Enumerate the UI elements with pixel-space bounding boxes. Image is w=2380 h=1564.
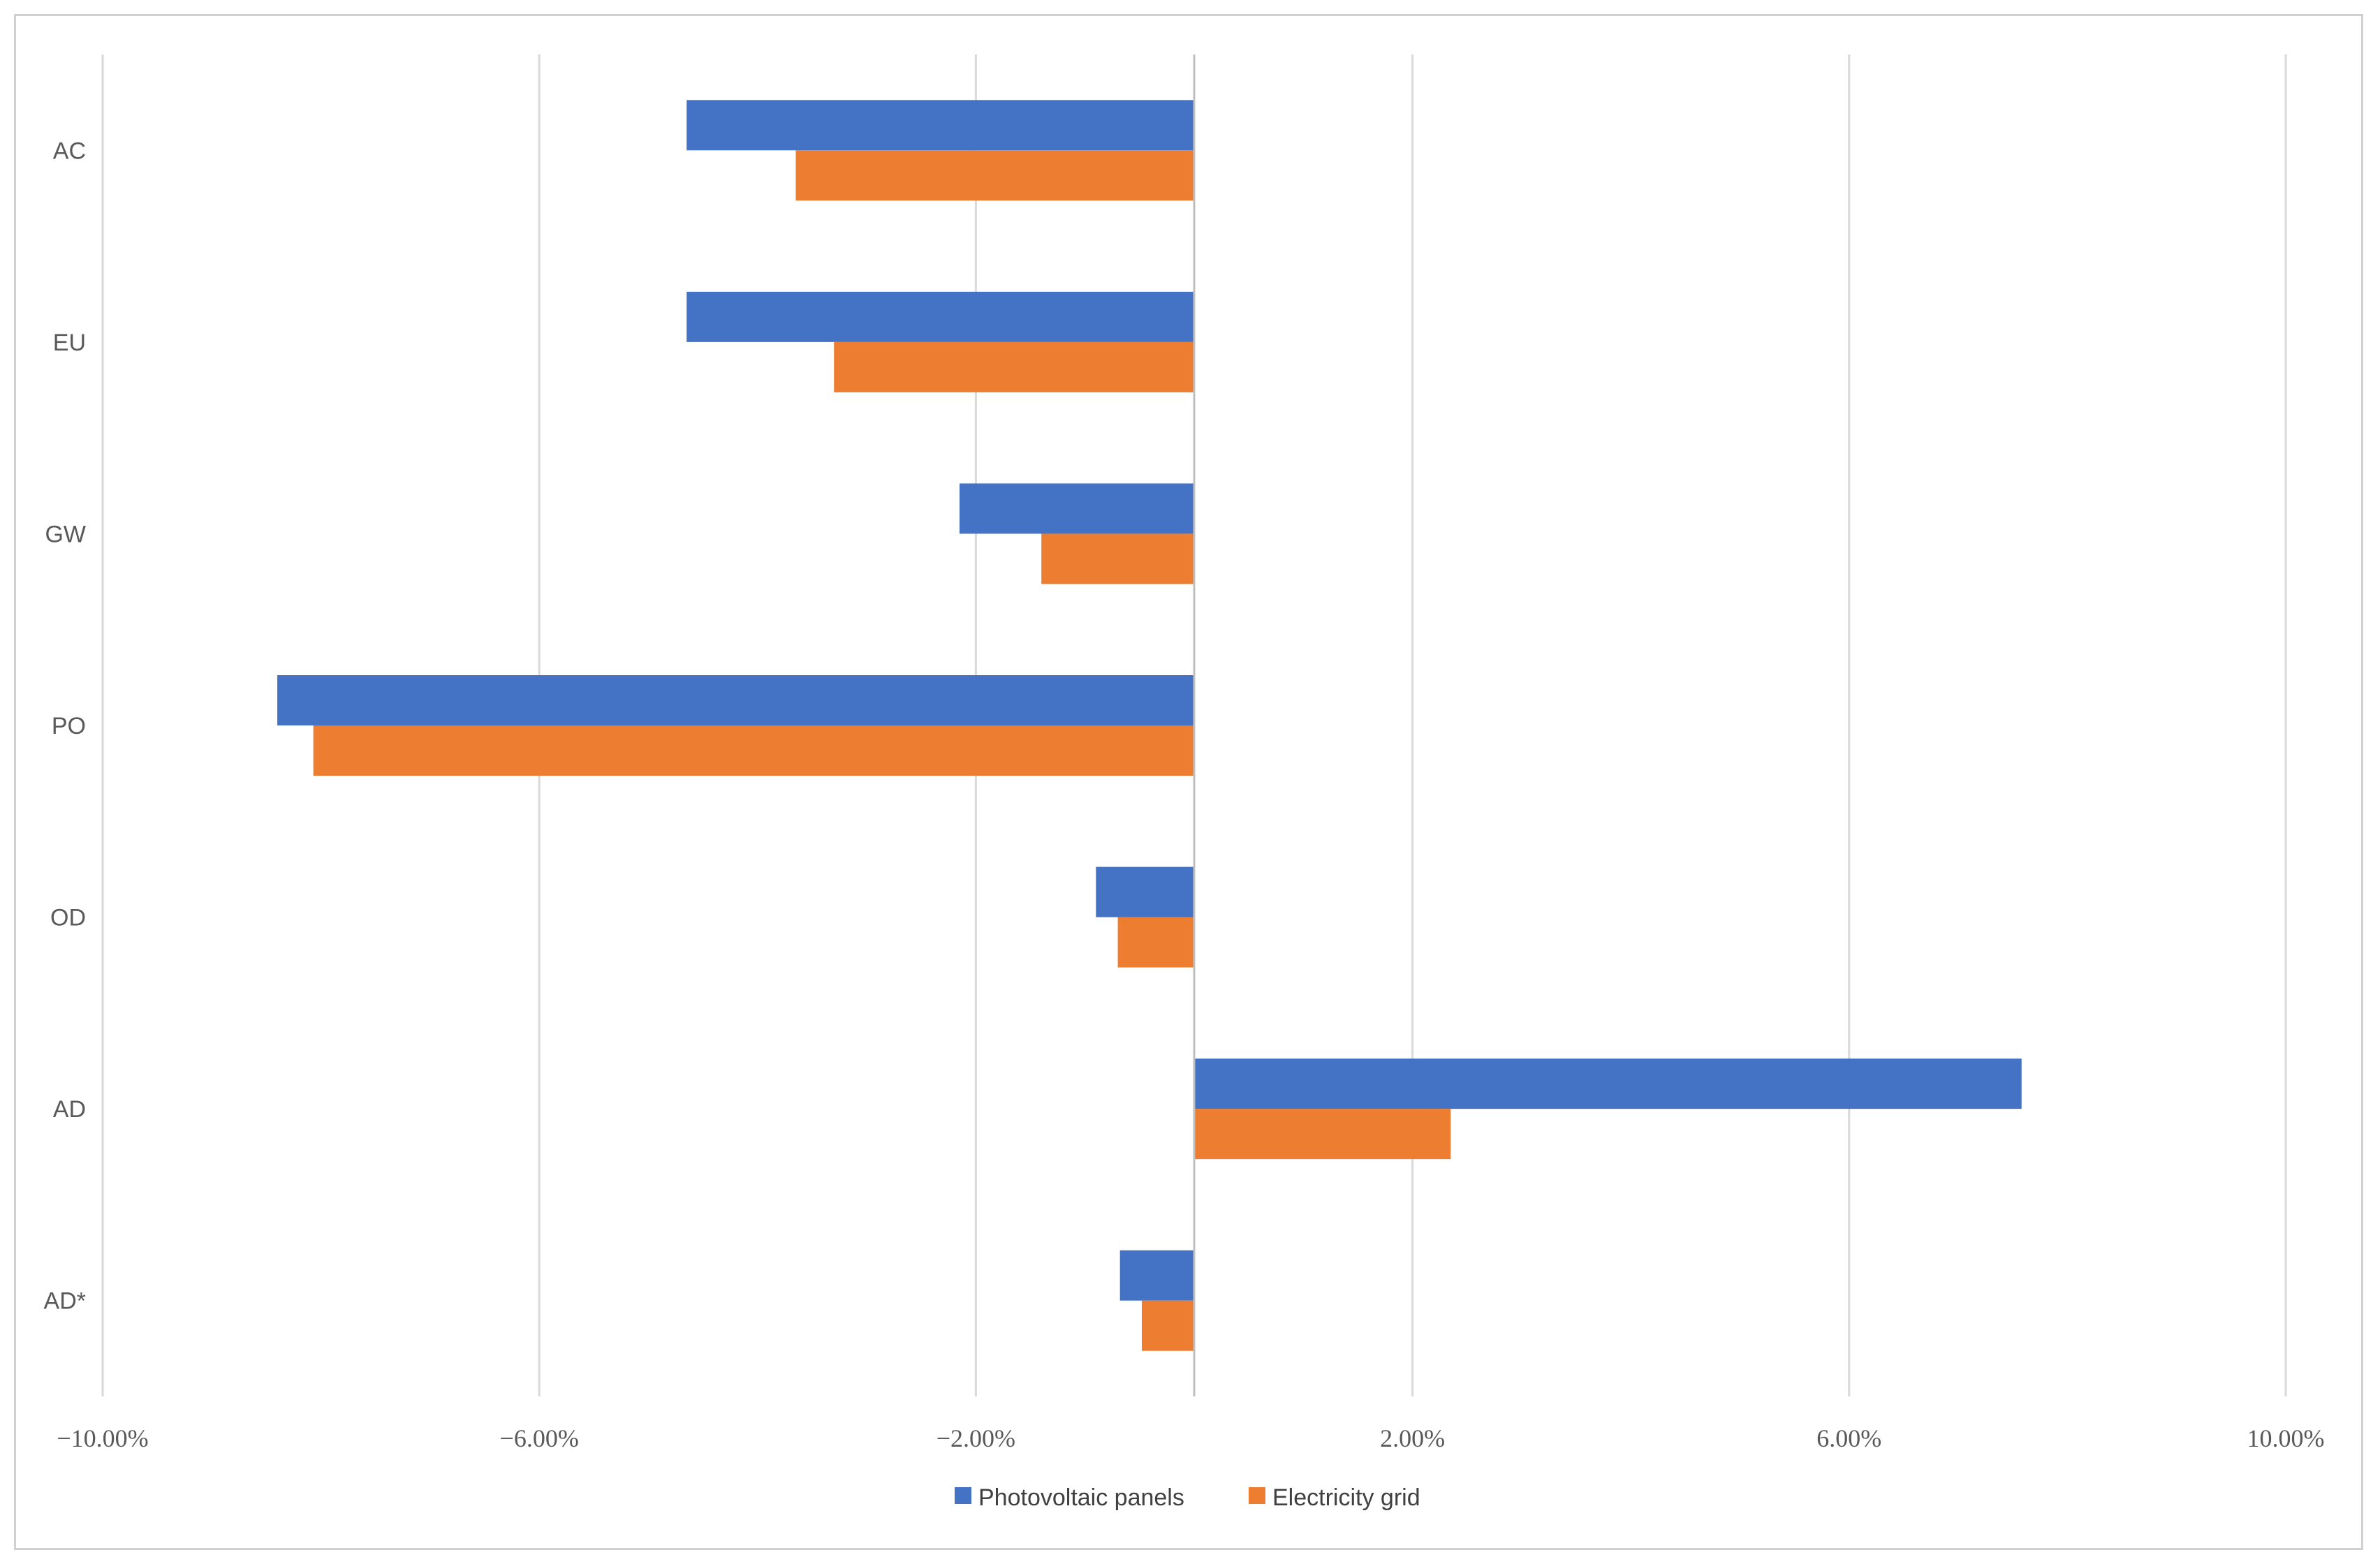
bar-chart: −10.00% −6.00% −2.00% 2.00% 6.00% 10.00% AC EU G… xyxy=(44,54,2325,1511)
bar-photovoltaic-panels-eu xyxy=(686,291,1194,342)
chart-frame: −10.00% −6.00% −2.00% 2.00% 6.00% 10.00% AC EU G… xyxy=(14,14,2363,1550)
x-tick-label: −2.00% xyxy=(936,1424,1015,1452)
bar-electricity-grid-ad xyxy=(1194,1109,1451,1160)
x-tick-label: 6.00% xyxy=(1816,1424,1881,1452)
bar-photovoltaic-panels-ad xyxy=(1194,1058,2022,1109)
legend-label: Electricity grid xyxy=(1272,1484,1420,1511)
category-label: PO xyxy=(52,713,86,739)
bar-electricity-grid-eu xyxy=(834,341,1194,392)
legend-label: Photovoltaic panels xyxy=(978,1484,1184,1511)
category-label: AC xyxy=(53,138,86,164)
x-tick-label: 10.00% xyxy=(2247,1424,2325,1452)
bar-electricity-grid-po xyxy=(313,725,1195,776)
category-label: OD xyxy=(50,905,86,931)
bar-photovoltaic-panels-ac xyxy=(686,100,1194,151)
x-tick-label: −6.00% xyxy=(500,1424,579,1452)
bar-photovoltaic-panels-gw xyxy=(959,483,1194,534)
bars xyxy=(277,100,2022,1351)
x-tick-label: 2.00% xyxy=(1380,1424,1445,1452)
bar-electricity-grid-od xyxy=(1117,917,1194,968)
category-label: AD* xyxy=(44,1288,86,1315)
legend: Photovoltaic panels Electricity grid xyxy=(955,1484,1420,1511)
bar-electricity-grid-gw xyxy=(1041,533,1194,584)
bar-electricity-grid-ac xyxy=(795,150,1194,201)
bar-photovoltaic-panels-ad-star xyxy=(1119,1250,1194,1301)
category-label: EU xyxy=(53,330,86,356)
category-label: GW xyxy=(45,521,86,547)
labels: −10.00% −6.00% −2.00% 2.00% 6.00% 10.00% AC EU G… xyxy=(44,138,2325,1452)
category-label: AD xyxy=(53,1096,86,1123)
legend-swatch xyxy=(955,1487,971,1504)
bar-photovoltaic-panels-po xyxy=(277,675,1195,725)
x-tick-label: −10.00% xyxy=(57,1424,148,1452)
legend-swatch xyxy=(1249,1487,1265,1504)
bar-electricity-grid-ad-star xyxy=(1141,1300,1194,1351)
bar-photovoltaic-panels-od xyxy=(1096,866,1194,917)
